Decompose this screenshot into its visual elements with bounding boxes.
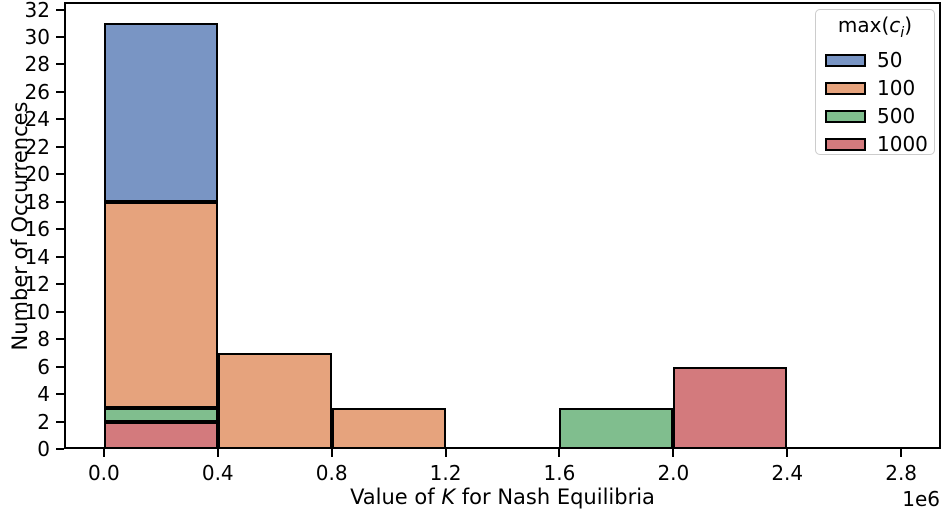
y-tick — [56, 283, 64, 286]
y-tick-label: 32 — [24, 0, 50, 22]
legend-swatch-1000 — [825, 137, 866, 151]
y-tick — [56, 200, 64, 203]
x-axis-label-prefix: Value of — [350, 485, 442, 509]
y-axis-label: Number of Occurrences — [8, 101, 32, 351]
bar-segment-series-100 — [331, 407, 446, 449]
y-tick-label: 12 — [24, 272, 50, 297]
legend-swatch-50 — [825, 53, 866, 67]
x-axis-offset-text: 1e6 — [902, 487, 940, 511]
bar-segment-series-500 — [103, 407, 218, 422]
x-tick — [330, 449, 333, 457]
y-tick — [56, 118, 64, 121]
x-tick-label: 1.6 — [543, 461, 576, 485]
x-tick-label: 1.2 — [429, 461, 462, 485]
y-tick-label: 26 — [24, 79, 50, 104]
x-tick — [216, 449, 219, 457]
legend-swatch-100 — [825, 81, 866, 95]
y-tick — [56, 173, 64, 176]
legend-title: max(ci) — [816, 12, 934, 46]
bar-segment-series-50 — [103, 23, 218, 202]
y-tick — [56, 365, 64, 368]
legend-entry-500: 500 — [816, 102, 934, 130]
x-tick-label: 2.0 — [657, 461, 690, 485]
y-tick — [56, 310, 64, 313]
y-tick-label: 30 — [24, 25, 50, 50]
y-tick-label: 20 — [24, 162, 50, 187]
y-tick-label: 10 — [24, 299, 50, 324]
y-tick-label: 22 — [24, 134, 50, 159]
y-tick — [56, 255, 64, 258]
x-tick-label: 0.8 — [315, 461, 348, 485]
legend-entries: 50 100 500 1000 — [816, 46, 934, 158]
y-tick — [56, 228, 64, 231]
legend-entry-label: 1000 — [877, 132, 928, 156]
y-tick — [56, 36, 64, 39]
x-tick-label: 2.4 — [771, 461, 804, 485]
y-tick — [56, 63, 64, 66]
y-tick — [56, 448, 64, 450]
legend-title-suffix: ) — [904, 13, 913, 37]
legend-entry-label: 50 — [877, 48, 903, 72]
x-tick — [672, 449, 675, 457]
y-tick-label: 14 — [24, 244, 50, 269]
x-tick-label: 0.4 — [201, 461, 234, 485]
y-tick — [56, 145, 64, 148]
x-tick-label: 0.0 — [87, 461, 120, 485]
x-tick — [900, 449, 903, 457]
legend-title-variable: ci — [889, 13, 905, 41]
bar-segment-series-500 — [559, 407, 674, 449]
y-tick-label: 0 — [37, 437, 50, 461]
x-tick — [102, 449, 105, 457]
x-tick — [786, 449, 789, 457]
x-axis-label-suffix: for Nash Equilibria — [455, 485, 655, 509]
legend-swatch-500 — [825, 109, 866, 123]
bar-segment-series-1000 — [103, 421, 218, 449]
y-tick-label: 18 — [24, 189, 50, 214]
legend-title-prefix: max( — [837, 13, 890, 37]
y-tick-label: 6 — [37, 354, 50, 379]
legend-entry-label: 100 — [877, 76, 916, 100]
y-tick-label: 16 — [24, 217, 50, 242]
legend-entry-1000: 1000 — [816, 130, 934, 158]
bar-segment-series-100 — [103, 201, 218, 408]
y-tick-label: 8 — [37, 327, 50, 352]
y-tick — [56, 90, 64, 93]
legend-entry-50: 50 — [816, 46, 934, 74]
legend-title-subscript: i — [900, 25, 905, 41]
x-tick-label: 2.8 — [885, 461, 918, 485]
x-axis-label: Value of K for Nash Equilibria — [64, 485, 941, 509]
y-tick — [56, 393, 64, 396]
legend-entry-label: 500 — [877, 104, 916, 128]
bar-segment-series-100 — [217, 352, 332, 449]
y-tick — [56, 8, 64, 11]
x-axis-label-variable: K — [441, 485, 456, 509]
legend: max(ci) 50 100 500 1000 — [815, 9, 935, 158]
y-tick-label: 24 — [24, 107, 50, 132]
y-tick-label: 2 — [37, 409, 50, 434]
x-tick — [444, 449, 447, 457]
legend-entry-100: 100 — [816, 74, 934, 102]
y-tick — [56, 420, 64, 423]
y-tick-label: 28 — [24, 52, 50, 77]
bar-segment-series-1000 — [673, 366, 788, 449]
y-tick — [56, 338, 64, 341]
x-tick — [558, 449, 561, 457]
y-tick-label: 4 — [37, 382, 50, 407]
